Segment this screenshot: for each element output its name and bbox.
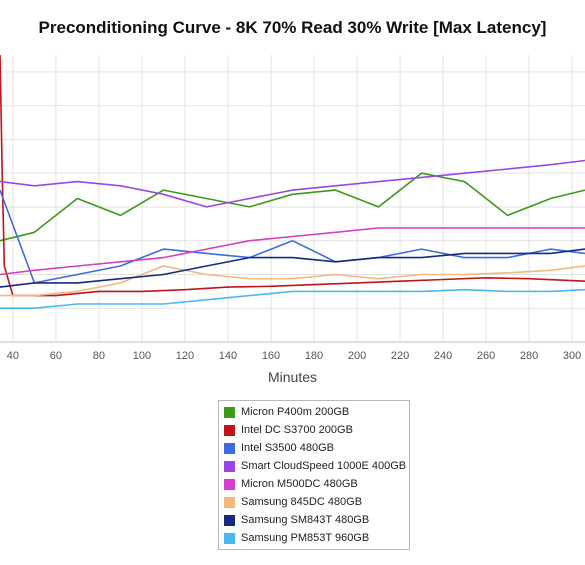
x-tick-label: 180: [305, 350, 323, 362]
series-line-3: [0, 189, 585, 284]
x-tick-label: 280: [520, 350, 538, 362]
legend-label: Samsung PM853T 960GB: [241, 532, 370, 544]
legend-swatch: [224, 496, 235, 508]
series-layer: [0, 54, 585, 310]
legend-item: Smart CloudSpeed 1000E 400GB: [219, 457, 409, 475]
legend-item: Samsung SM843T 480GB: [219, 511, 409, 529]
x-tick-label: 80: [93, 350, 105, 362]
series-line-8: [0, 288, 585, 310]
legend-item: Micron M500DC 480GB: [219, 475, 409, 493]
legend-label: Smart CloudSpeed 1000E 400GB: [241, 460, 407, 472]
x-axis-label: Minutes: [267, 369, 318, 385]
x-tick-layer: 40 60 80 100 120 140 160 180 200 220 240 260 280 300: [7, 350, 581, 362]
legend-label: Intel S3500 480GB: [241, 442, 334, 454]
series-line-1: [0, 172, 585, 242]
legend-item: Intel DC S3700 200GB: [219, 421, 409, 439]
legend-swatch: [224, 442, 235, 454]
x-tick-label: 140: [219, 350, 237, 362]
x-tick-label: 220: [391, 350, 409, 362]
x-tick-label: 160: [262, 350, 280, 362]
x-tick-label: 260: [477, 350, 495, 362]
legend-swatch: [224, 424, 235, 436]
legend-label: Micron M500DC 480GB: [241, 478, 358, 490]
legend-label: Intel DC S3700 200GB: [241, 424, 353, 436]
legend-item: Intel S3500 480GB: [219, 439, 409, 457]
legend-label: Micron P400m 200GB: [241, 406, 350, 418]
x-tick-label: 40: [7, 350, 19, 362]
plot-area: [0, 55, 585, 342]
series-line-4: [0, 159, 585, 208]
x-tick-label: 240: [434, 350, 452, 362]
series-line-6: [0, 265, 585, 297]
legend-swatch: [224, 478, 235, 490]
legend-swatch: [224, 514, 235, 526]
x-tick-label: 120: [176, 350, 194, 362]
legend: Micron P400m 200GB Intel DC S3700 200GB In…: [218, 400, 410, 550]
legend-item: Samsung PM853T 960GB: [219, 529, 409, 547]
x-tick-label: 100: [133, 350, 151, 362]
chart-title: Preconditioning Curve - 8K 70% Read 30% …: [38, 18, 547, 37]
legend-label: Samsung 845DC 480GB: [241, 496, 363, 508]
x-tick-label: 60: [50, 350, 62, 362]
legend-item: Samsung 845DC 480GB: [219, 493, 409, 511]
legend-item: Micron P400m 200GB: [219, 403, 409, 421]
legend-swatch: [224, 532, 235, 544]
x-tick-label: 300: [563, 350, 581, 362]
legend-swatch: [224, 460, 235, 472]
series-line-7: [0, 248, 585, 288]
legend-label: Samsung SM843T 480GB: [241, 514, 370, 526]
x-tick-label: 200: [348, 350, 366, 362]
legend-swatch: [224, 406, 235, 418]
series-line-5: [0, 227, 585, 276]
